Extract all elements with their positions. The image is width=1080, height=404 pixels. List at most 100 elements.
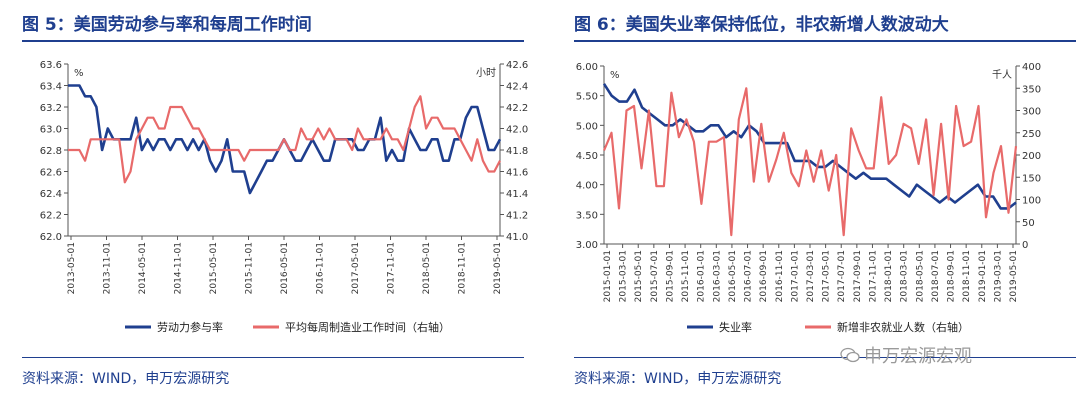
y-tick-label-right: 100 [1022,196,1041,207]
x-tick-label: 2015-07-01 [650,250,660,302]
y-tick-label-right: 42.2 [506,103,528,114]
y-axis-unit-right: 千人 [992,69,1012,81]
x-tick-label: 2018-05-01 [915,250,925,302]
y-axis-unit-right: 小时 [476,67,496,79]
y-tick-label: 63.2 [40,103,62,114]
chart-title: 图 5：美国劳动参与率和每周工作时间 [22,15,312,35]
y-tick-label-right: 41.6 [506,168,528,179]
x-tick-label: 2019-03-01 [993,250,1003,302]
y-tick-label-right: 400 [1022,62,1041,73]
y-tick-label: 62.4 [40,189,62,200]
y-axis-unit-left: % [610,70,620,81]
watermark-text: 申万宏源宏观 [864,346,972,367]
x-tick-label: 2015-01-01 [603,250,613,302]
x-tick-label: 2016-05-01 [280,242,290,294]
x-tick-label: 2016-05-01 [728,250,738,302]
x-tick-label: 2017-03-01 [806,250,816,302]
legend-label: 新增非农就业人数（右轴） [837,320,969,334]
x-tick-label: 2018-01-01 [884,250,894,302]
y-tick-label-right: 41.4 [506,189,528,200]
y-tick-label-right: 41.8 [506,146,528,157]
y-tick-label: 63.4 [40,82,62,93]
x-tick-label: 2017-11-01 [387,242,397,294]
x-tick-label: 2015-03-01 [619,250,629,302]
source-divider [22,357,524,358]
y-tick-label-right: 200 [1022,151,1041,162]
y-tick-label: 63.6 [40,60,62,71]
x-tick-label: 2017-05-01 [351,242,361,294]
left-panel: 图 5：美国劳动参与率和每周工作时间 62.0 62.2 62.4 62.6 62.8 6… [0,0,528,404]
x-tick-label: 2017-07-01 [837,250,847,302]
source-note: 资料来源：WIND，申万宏源研究 [574,371,782,387]
y-tick-label-right: 42.6 [506,60,528,71]
y-tick-label-right: 42.0 [506,125,528,136]
x-tick-label: 2017-05-01 [822,250,832,302]
y-tick-label: 62.6 [40,168,62,179]
legend-label: 失业率 [719,320,752,334]
x-tick-label: 2019-05-01 [1009,250,1019,302]
x-tick-label: 2017-09-01 [853,250,863,302]
y-tick-label-right: 42.4 [506,82,528,93]
y-tick-label: 62.8 [40,146,62,157]
x-tick-label: 2016-07-01 [744,250,754,302]
x-tick-label: 2014-05-01 [138,242,148,294]
x-tick-label: 2018-07-01 [931,250,941,302]
series-line-primary [602,83,1017,210]
x-tick-label: 2014-11-01 [174,242,184,294]
title-divider [574,40,1076,42]
x-tick-label: 2015-11-01 [681,250,691,302]
x-tick-label: 2019-05-01 [493,242,503,294]
x-tick-label: 2013-05-01 [67,242,77,294]
y-tick-label: 62.0 [40,232,62,243]
x-tick-label: 2018-05-01 [422,242,432,294]
x-tick-label: 2015-11-01 [245,242,255,294]
x-tick-label: 2016-11-01 [316,242,326,294]
unemployment-payrolls-chart: 3.00 3.50 4.00 4.50 5.00 5.50 6.00 0 50 100 150 200… [576,62,1041,334]
x-tick-label: 2018-03-01 [900,250,910,302]
watermark: 申万宏源宏观 [840,342,972,368]
x-tick-label: 2018-11-01 [458,242,468,294]
x-tick-label: 2018-09-01 [947,250,957,302]
x-tick-label: 2019-01-01 [978,250,988,302]
x-tick-label: 2016-03-01 [712,250,722,302]
series-line-secondary [68,95,501,184]
y-tick-label: 5.00 [576,121,598,132]
x-tick-label: 2015-05-01 [634,250,644,302]
y-tick-label-right: 50 [1022,218,1035,229]
x-tick-label: 2016-01-01 [697,250,707,302]
y-tick-label: 4.50 [576,151,598,162]
y-tick-label: 4.00 [576,181,598,192]
x-tick-label: 2018-11-01 [962,250,972,302]
chart-title: 图 6：美国失业率保持低位，非农新增人数波动大 [574,15,949,35]
x-tick-label: 2015-05-01 [209,242,219,294]
y-axis-unit-left: % [74,68,84,79]
x-tick-label: 2015-09-01 [665,250,675,302]
y-tick-label-right: 0 [1022,240,1028,251]
legend-label: 劳动力参与率 [157,320,223,334]
right-panel: 图 6：美国失业率保持低位，非农新增人数波动大 3.00 3.50 4.00 4.50… [552,0,1080,404]
y-tick-label-right: 150 [1022,173,1041,184]
y-tick-label: 62.2 [40,211,62,222]
wechat-icon [840,347,860,363]
y-tick-label-right: 41.0 [506,232,528,243]
legend-label: 平均每周制造业工作时间（右轴） [285,320,450,334]
y-tick-label-right: 250 [1022,129,1041,140]
y-tick-label: 3.00 [576,240,598,251]
y-tick-label-right: 350 [1022,84,1041,95]
source-divider [574,357,1076,358]
y-tick-label: 63.0 [40,125,62,136]
y-tick-label-right: 41.2 [506,211,528,222]
y-tick-label: 5.50 [576,92,598,103]
x-tick-label: 2017-11-01 [868,250,878,302]
y-tick-label-right: 300 [1022,107,1041,118]
series-line-secondary [602,87,1018,237]
title-divider [22,40,524,42]
x-tick-label: 2016-11-01 [775,250,785,302]
source-note: 资料来源：WIND，申万宏源研究 [22,371,230,387]
x-tick-label: 2013-11-01 [103,242,113,294]
x-tick-label: 2016-09-01 [759,250,769,302]
x-tick-label: 2017-01-01 [790,250,800,302]
y-tick-label: 3.50 [576,210,598,221]
labor-participation-chart: 62.0 62.2 62.4 62.6 62.8 63.0 63.2 63.4 63.6 41.0… [40,60,528,334]
y-tick-label: 6.00 [576,62,598,73]
